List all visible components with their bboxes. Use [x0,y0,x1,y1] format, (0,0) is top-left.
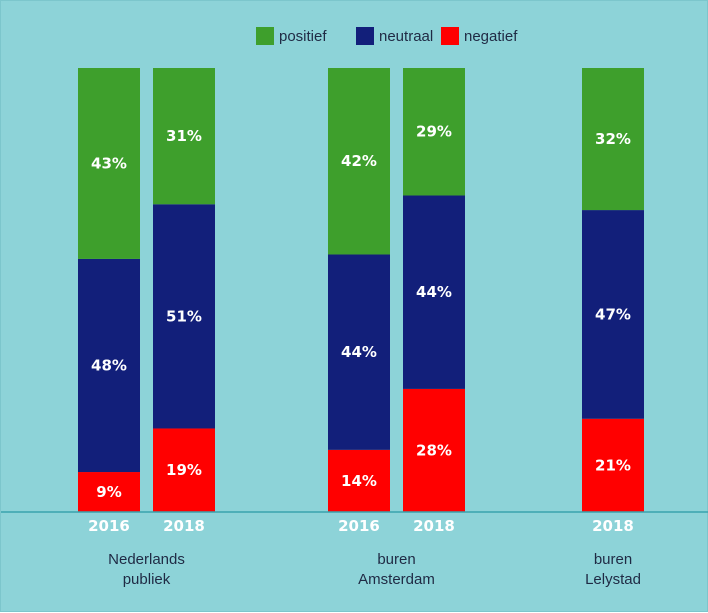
bar-segment-positief-0-2016 [78,68,140,259]
legend-label-positief: positief [279,28,327,45]
group-label-0-line-1: publiek [123,571,171,588]
data-label-neutraal-1-2018: 44% [416,283,452,301]
bar-segment-neutraal-1-2016 [328,254,390,450]
year-labels: 2016 2018 2016 2018 2018 [88,517,634,535]
bar-segment-neutraal-0-2018 [153,204,215,429]
group-label-2-line-0: buren [594,551,632,568]
bars: 9% 48% 43% 19% 51% 31% 14% 44% 42% 28% 44% 29% 21% 47… [78,68,644,512]
bar-segment-neutraal-0-2016 [78,258,140,473]
bar-segment-positief-2-2018 [582,68,644,211]
bar-segment-positief-0-2018 [153,68,215,205]
data-label-neutraal-2-2018: 47% [595,305,631,323]
legend-swatch-positief [256,27,274,45]
year-label-2-2018: 2018 [592,517,634,535]
data-label-positief-0-2016: 43% [91,154,127,172]
year-label-1-2018: 2018 [413,517,455,535]
legend-swatch-neutraal [356,27,374,45]
bar-segment-positief-1-2016 [328,68,390,255]
data-label-neutraal-1-2016: 44% [341,343,377,361]
group-labels: Nederlands publiek buren Amsterdam buren Lely… [108,551,641,588]
legend-label-neutraal: neutraal [379,28,433,45]
legend: positief neutraal negatief [256,27,518,45]
legend-label-negatief: negatief [464,28,518,45]
data-label-negatief-0-2016: 9% [96,483,121,501]
bar-segment-neutraal-2-2018 [582,210,644,419]
bar-segment-neutraal-1-2018 [403,195,465,389]
data-label-neutraal-0-2016: 48% [91,356,127,374]
group-label-1-line-1: Amsterdam [358,571,435,588]
group-label-0-line-0: Nederlands [108,551,185,568]
bar-segment-negatief-2-2018 [582,418,644,512]
data-label-negatief-1-2016: 14% [341,472,377,490]
data-label-positief-1-2018: 29% [416,123,452,141]
year-label-0-2018: 2018 [163,517,205,535]
year-label-1-2016: 2016 [338,517,380,535]
data-label-negatief-0-2018: 19% [166,461,202,479]
bar-segment-negatief-1-2016 [328,449,390,512]
bar-segment-positief-1-2018 [403,68,465,196]
bar-segment-negatief-0-2018 [153,428,215,512]
group-label-2-line-1: Lelystad [585,571,641,588]
data-label-positief-2-2018: 32% [595,130,631,148]
year-label-0-2016: 2016 [88,517,130,535]
legend-swatch-negatief [441,27,459,45]
group-label-1-line-0: buren [377,551,415,568]
data-label-negatief-2-2018: 21% [595,456,631,474]
bar-segment-negatief-0-2016 [78,472,140,512]
data-label-positief-1-2016: 42% [341,152,377,170]
data-label-neutraal-0-2018: 51% [166,307,202,325]
bar-segment-negatief-1-2018 [403,388,465,512]
data-label-negatief-1-2018: 28% [416,441,452,459]
data-label-positief-0-2018: 31% [166,127,202,145]
